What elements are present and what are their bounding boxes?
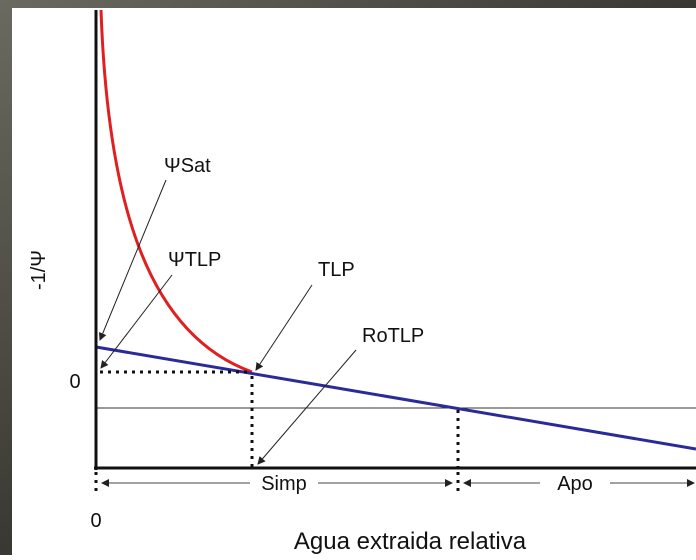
label: RoTLP (362, 325, 424, 347)
blue-line (95, 345, 696, 451)
arrow (255, 284, 313, 371)
panel (12, 8, 696, 555)
y-axis-label: -1/Ψ (28, 250, 50, 290)
arrow (98, 179, 167, 341)
label: ΨTLP (168, 249, 221, 271)
x-axis-label: Agua extraida relativa (294, 528, 527, 555)
arrow (257, 349, 357, 465)
red-curve (99, 9, 253, 374)
label: TLP (318, 259, 355, 281)
x-zero-label: 0 (90, 510, 101, 532)
y-zero-label: 0 (69, 371, 80, 393)
arrow (100, 274, 173, 369)
label: Simp (261, 473, 307, 495)
label: ΨSat (164, 155, 211, 177)
label: Apo (557, 473, 593, 495)
